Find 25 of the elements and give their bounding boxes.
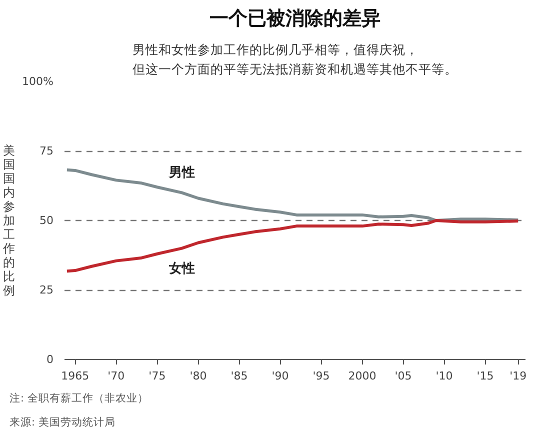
series-label: 女性: [168, 261, 195, 276]
y-tick-label: 100%: [22, 75, 54, 88]
x-tick-label: '10: [436, 370, 453, 382]
y-tick-label: 75: [40, 144, 54, 158]
text: 美国国内参加工作的比例: [3, 144, 16, 298]
x-tick-label: '19: [510, 370, 527, 382]
x-tick-label: '85: [230, 370, 248, 382]
x-tick-label: '15: [476, 370, 494, 382]
chart-subtitle: 男性和女性参加工作的比例几乎相等，值得庆祝，但这一个方面的平等无法抵消薪资和机遇等其他不平等。: [132, 42, 458, 76]
x-tick-label: 2000: [348, 370, 376, 382]
x-tick-label: 1965: [61, 370, 90, 382]
x-tick-label: '05: [394, 370, 412, 382]
x-tick-label: '75: [148, 370, 166, 382]
source-note: 来源: 美国劳动统计局: [10, 416, 116, 428]
line-series: [65, 219, 520, 273]
x-tick-label: '90: [272, 370, 289, 382]
series-label: 男性: [168, 166, 195, 181]
y-tick-label: 25: [40, 284, 54, 296]
x-tick-label: '80: [190, 370, 207, 382]
y-tick-label: 0: [46, 353, 54, 366]
x-tick-label: '70: [108, 370, 125, 382]
chart-title: 一个已被消除的差异: [210, 8, 380, 30]
y-tick-label: 50: [40, 214, 54, 227]
text: 注: 全职有薪工作（非农业）: [10, 392, 148, 404]
x-tick-label: '95: [312, 370, 330, 382]
